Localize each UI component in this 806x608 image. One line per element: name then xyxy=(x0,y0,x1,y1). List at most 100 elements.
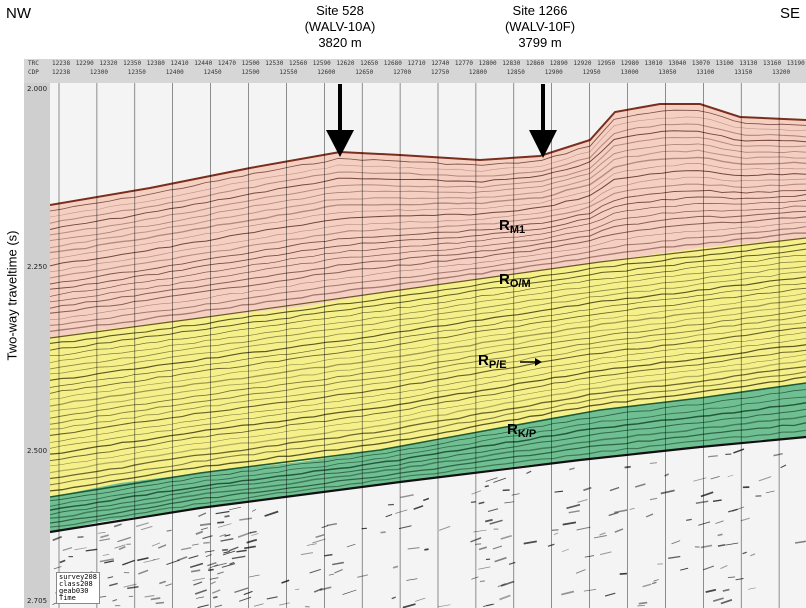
basement-reflection xyxy=(629,508,635,510)
basement-reflection xyxy=(470,500,477,504)
basement-reflection xyxy=(593,535,607,539)
reflector xyxy=(50,205,806,303)
trc-number: 12380 xyxy=(146,60,165,67)
y-tick-2500: 2.500 xyxy=(27,447,48,455)
basement-reflection xyxy=(222,550,236,556)
basement-reflection xyxy=(660,489,675,495)
basement-reflection xyxy=(547,543,555,547)
basement-reflection xyxy=(279,602,290,606)
basement-reflection xyxy=(228,546,239,552)
basement-reflection xyxy=(159,580,167,585)
basement-reflection xyxy=(695,500,709,504)
basement-reflection xyxy=(395,509,408,514)
basement-reflection xyxy=(212,595,218,599)
cdp-number: 12238 xyxy=(52,69,71,76)
basement-reflection xyxy=(249,574,260,578)
cdp-number: 12300 xyxy=(89,69,108,76)
basement-reflection xyxy=(705,588,717,593)
basement-reflection xyxy=(614,509,628,514)
basement-reflection xyxy=(609,486,620,492)
site-528-arrow xyxy=(326,84,354,157)
basement-reflection xyxy=(484,485,489,488)
basement-reflection xyxy=(306,543,317,546)
site-528-hole: (WALV-10A) xyxy=(304,19,376,34)
reflector xyxy=(50,282,806,388)
reflector xyxy=(50,232,806,333)
basement-reflection xyxy=(735,578,744,581)
basement-reflection xyxy=(62,547,73,551)
basement-reflection xyxy=(208,564,219,569)
reflector xyxy=(50,194,806,290)
basement-reflection xyxy=(526,470,532,475)
basement-reflection xyxy=(122,559,135,566)
basement-reflection xyxy=(155,601,165,605)
reflector xyxy=(50,183,806,279)
basement-reflection xyxy=(236,549,247,553)
basement-reflection xyxy=(638,601,648,605)
basement-reflection xyxy=(400,494,414,499)
basement-reflection xyxy=(407,547,420,550)
horizon-label-m1: RM1 xyxy=(499,217,526,236)
basement-reflection xyxy=(309,568,321,574)
basement-reflection xyxy=(485,477,498,482)
basement-reflection xyxy=(732,506,745,512)
trc-number: 12950 xyxy=(597,60,616,67)
basement-reflection xyxy=(500,534,512,540)
reflector xyxy=(50,349,806,462)
basement-reflection xyxy=(794,540,806,544)
trc-number: 13160 xyxy=(763,60,782,67)
site-1266-label: Site 1266 (WALV-10F) 3799 m xyxy=(480,3,600,51)
site-1266-depth: 3799 m xyxy=(518,35,562,50)
basement-reflection xyxy=(583,589,597,592)
reflector xyxy=(50,176,806,273)
basement-reflection xyxy=(326,523,338,527)
reflector xyxy=(50,143,806,242)
basement-reflection xyxy=(385,513,393,518)
cdp-number: 13150 xyxy=(734,69,753,76)
trc-number: 12350 xyxy=(123,60,142,67)
basement-reflection xyxy=(717,543,726,547)
trc-number: 12500 xyxy=(241,60,260,67)
basement-reflection xyxy=(700,544,713,549)
basement-reflection xyxy=(562,521,577,526)
basement-reflection xyxy=(194,589,207,595)
basement-reflection xyxy=(479,580,485,583)
basement-reflection xyxy=(266,596,278,600)
site-1266-arrow xyxy=(529,84,557,158)
basement-reflection xyxy=(645,513,654,518)
trc-number: 13070 xyxy=(691,60,710,67)
basement-reflection xyxy=(193,581,203,586)
reflector xyxy=(50,287,806,394)
basement-reflection xyxy=(213,562,227,567)
basement-reflection xyxy=(614,528,624,533)
basement-reflection xyxy=(357,574,369,578)
basement-reflection xyxy=(568,510,580,514)
basement-reflection xyxy=(392,565,399,569)
y-tick-2705: 2.705 xyxy=(27,597,48,605)
basement-reflection xyxy=(551,529,559,531)
basement-reflection xyxy=(264,510,279,517)
basement-reflection xyxy=(554,490,564,493)
unit-boundary xyxy=(50,435,806,534)
basement-reflection xyxy=(478,501,485,505)
basement-reflection xyxy=(244,545,256,550)
basement-reflection xyxy=(748,587,756,590)
basement-reflection xyxy=(109,582,118,587)
basement-reflection xyxy=(566,503,581,510)
basement-reflection xyxy=(239,596,252,602)
basement-reflection xyxy=(150,597,161,601)
reflector xyxy=(50,276,806,381)
basement-reflection xyxy=(758,476,772,482)
basement-reflection xyxy=(740,517,750,522)
reflector xyxy=(50,200,806,297)
basement-reflection xyxy=(117,536,131,543)
basement-reflection xyxy=(204,550,215,553)
reflector xyxy=(50,254,806,357)
reflector xyxy=(50,415,806,519)
reflector xyxy=(50,242,806,344)
basement-reflection xyxy=(722,588,730,592)
trace-ruler: TRC CDP 12238 12290 12320 12350 12380 12410 12… xyxy=(24,59,806,84)
basement-reflection xyxy=(437,604,451,608)
trc-number: 12680 xyxy=(383,60,402,67)
reflector xyxy=(50,149,806,249)
